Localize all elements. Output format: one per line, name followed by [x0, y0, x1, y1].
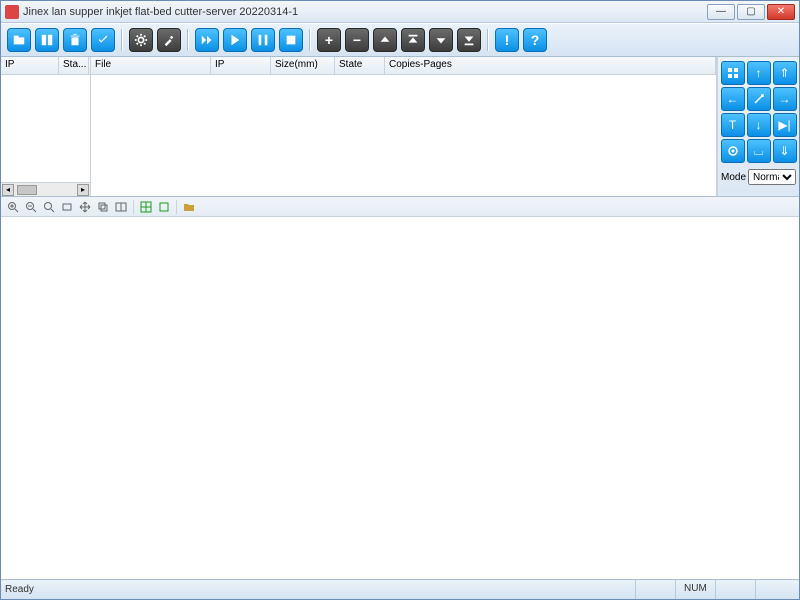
- dir-right-icon[interactable]: →: [773, 87, 797, 111]
- preview-sep: [133, 200, 134, 214]
- scroll-left-icon[interactable]: ◂: [2, 184, 14, 196]
- dir-center-icon[interactable]: [747, 87, 771, 111]
- settings-button[interactable]: [129, 28, 153, 52]
- app-icon: [5, 5, 19, 19]
- close-button[interactable]: ✕: [767, 4, 795, 20]
- col-ip[interactable]: IP: [1, 57, 59, 74]
- col-copies[interactable]: Copies-Pages: [385, 57, 716, 74]
- preview-sep: [176, 200, 177, 214]
- window-buttons: — ▢ ✕: [707, 4, 795, 20]
- dir-down-double-icon[interactable]: ⇓: [773, 139, 797, 163]
- dir-text-icon[interactable]: T: [721, 113, 745, 137]
- up-button[interactable]: [373, 28, 397, 52]
- zoom-fit-icon[interactable]: [41, 199, 57, 215]
- status-text: Ready: [5, 584, 34, 595]
- top-button[interactable]: [401, 28, 425, 52]
- minus-button[interactable]: −: [345, 28, 369, 52]
- direction-grid: ↑ ⇑ ← → T ↓ ▶| ⌴ ⇓: [721, 61, 797, 163]
- preview-area[interactable]: [1, 217, 799, 579]
- play-button[interactable]: [223, 28, 247, 52]
- titlebar: Jinex lan supper inkjet flat-bed cutter-…: [1, 1, 799, 23]
- dir-up-icon[interactable]: ↑: [747, 61, 771, 85]
- layout-button[interactable]: [35, 28, 59, 52]
- left-scrollbar[interactable]: ◂ ▸: [1, 182, 90, 196]
- mode-select[interactable]: Normal: [748, 169, 796, 185]
- pause-button[interactable]: [251, 28, 275, 52]
- right-panel: ↑ ⇑ ← → T ↓ ▶| ⌴ ⇓ Mode Normal: [717, 57, 799, 196]
- col-state[interactable]: State: [335, 57, 385, 74]
- left-column-header: IP Sta...: [1, 57, 90, 75]
- alert-button[interactable]: !: [495, 28, 519, 52]
- col-ip2[interactable]: IP: [211, 57, 271, 74]
- toolbar-sep: [187, 29, 189, 51]
- folder-icon[interactable]: [181, 199, 197, 215]
- col-status[interactable]: Sta...: [59, 57, 89, 74]
- dir-up-double-icon[interactable]: ⇑: [773, 61, 797, 85]
- toolbar-sep: [487, 29, 489, 51]
- status-empty3: [755, 580, 795, 599]
- stop-button[interactable]: [279, 28, 303, 52]
- rect-icon[interactable]: [59, 199, 75, 215]
- mid-pane: File IP Size(mm) State Copies-Pages: [91, 57, 717, 196]
- mode-row: Mode Normal: [721, 169, 796, 185]
- dir-target-icon[interactable]: [721, 139, 745, 163]
- tools-button[interactable]: [157, 28, 181, 52]
- main-toolbar: + − ! ?: [1, 23, 799, 57]
- plus-button[interactable]: +: [317, 28, 341, 52]
- move-icon[interactable]: [77, 199, 93, 215]
- delete-button[interactable]: [63, 28, 87, 52]
- left-pane: IP Sta... ◂ ▸: [1, 57, 91, 196]
- bottom-button[interactable]: [457, 28, 481, 52]
- zoom-in-icon[interactable]: [5, 199, 21, 215]
- zoom-out-icon[interactable]: [23, 199, 39, 215]
- preview-toolbar: [1, 197, 799, 217]
- dir-underscore-icon[interactable]: ⌴: [747, 139, 771, 163]
- help-button[interactable]: ?: [523, 28, 547, 52]
- scroll-right-icon[interactable]: ▸: [77, 184, 89, 196]
- clone-icon[interactable]: [95, 199, 111, 215]
- middle-area: IP Sta... ◂ ▸ File IP Size(mm) State Cop…: [1, 57, 799, 197]
- scroll-thumb[interactable]: [17, 185, 37, 195]
- dir-down-icon[interactable]: ↓: [747, 113, 771, 137]
- grid-green-icon[interactable]: [138, 199, 154, 215]
- mode-label: Mode: [721, 172, 746, 183]
- status-empty2: [715, 580, 755, 599]
- status-num: NUM: [675, 580, 715, 599]
- col-file[interactable]: File: [91, 57, 211, 74]
- open-button[interactable]: [7, 28, 31, 52]
- job-list-body[interactable]: [91, 75, 716, 196]
- minimize-button[interactable]: —: [707, 4, 735, 20]
- left-list-body[interactable]: [1, 75, 90, 182]
- check-button[interactable]: [91, 28, 115, 52]
- status-empty1: [635, 580, 675, 599]
- down-button[interactable]: [429, 28, 453, 52]
- fast-forward-button[interactable]: [195, 28, 219, 52]
- square-green-icon[interactable]: [156, 199, 172, 215]
- dir-grid-icon[interactable]: [721, 61, 745, 85]
- col-size[interactable]: Size(mm): [271, 57, 335, 74]
- window-title: Jinex lan supper inkjet flat-bed cutter-…: [23, 6, 707, 18]
- statusbar: Ready NUM: [1, 579, 799, 599]
- mid-column-header: File IP Size(mm) State Copies-Pages: [91, 57, 716, 75]
- stack-icon[interactable]: [113, 199, 129, 215]
- toolbar-sep: [309, 29, 311, 51]
- dir-next-icon[interactable]: ▶|: [773, 113, 797, 137]
- dir-left-icon[interactable]: ←: [721, 87, 745, 111]
- maximize-button[interactable]: ▢: [737, 4, 765, 20]
- toolbar-sep: [121, 29, 123, 51]
